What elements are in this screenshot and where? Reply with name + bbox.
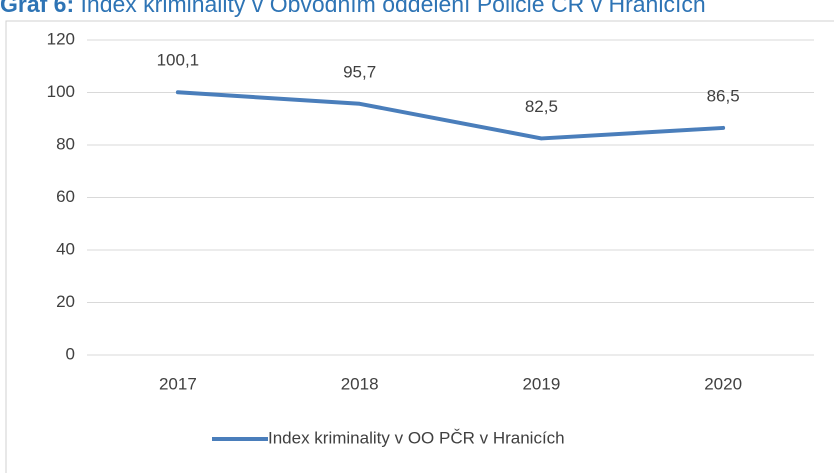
x-tick-label: 2019	[522, 374, 560, 393]
title-prefix: Graf 6:	[0, 0, 74, 17]
data-label: 86,5	[707, 86, 740, 105]
title-text: Index kriminality v Obvodním oddělení Po…	[81, 0, 706, 17]
line	[175, 90, 726, 141]
y-tick-label: 120	[47, 29, 75, 48]
y-tick-label: 80	[56, 134, 75, 153]
y-tick-label: 20	[56, 292, 75, 311]
y-tick-label: 100	[47, 82, 75, 101]
data-label: 95,7	[343, 62, 376, 81]
y-tick-label: 60	[56, 187, 75, 206]
legend-label: Index kriminality v OO PČR v Hranicích	[268, 428, 565, 447]
y-tick-label: 40	[56, 239, 75, 258]
data-label: 100,1	[157, 51, 200, 70]
y-tick-label: 0	[66, 344, 75, 363]
data-label: 82,5	[525, 97, 558, 116]
chart-frame	[5, 20, 834, 473]
x-tick-label: 2020	[704, 374, 742, 393]
x-tick-label: 2018	[341, 374, 379, 393]
chart-title: Graf 6: Index kriminality v Obvodním odd…	[0, 0, 706, 17]
x-tick-label: 2017	[159, 374, 197, 393]
